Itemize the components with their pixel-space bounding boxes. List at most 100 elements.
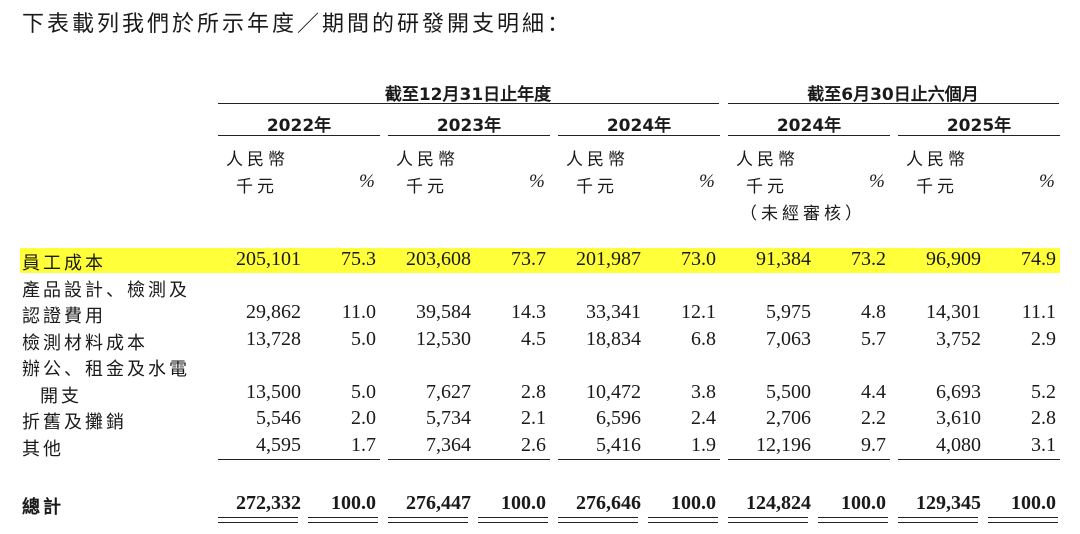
cell-value: 5,975 [766,301,811,323]
cell-value: 5,734 [426,407,471,429]
row-label: 檢測材料成本 [22,332,148,354]
currency-unit: 人民幣 [566,150,629,170]
cell-value: 73.0 [681,248,716,270]
cell-value: 3.1 [1031,433,1056,456]
cell-value: 33,341 [586,301,641,323]
cell-value: 5,500 [766,380,811,403]
year-header: 2023年 [436,116,502,136]
cell-value: 5.0 [351,327,376,350]
cell-value: 2.9 [1031,327,1056,350]
cell-value: 4.4 [861,380,886,403]
cell-value: 2.0 [351,407,376,429]
percent-header: % [699,171,715,192]
double-underline [308,517,378,523]
total-value: 100.0 [671,492,716,514]
total-value: 100.0 [841,492,886,514]
cell-value: 10,472 [586,380,641,403]
cell-value: 5,416 [596,433,641,456]
percent-header: % [869,171,885,192]
cell-value: 74.9 [1021,248,1056,270]
cell-value: 6.8 [691,327,716,350]
cell-value: 1.9 [691,433,716,456]
row-label: 產品設計、檢測及 [22,279,190,301]
subtotal-rule [558,459,720,460]
cell-value: 6,693 [936,380,981,403]
cell-value: 18,834 [586,327,641,350]
cell-value: 96,909 [926,248,981,270]
double-underline [988,517,1058,523]
cell-value: 205,101 [236,248,301,270]
cell-value: 1.7 [351,433,376,456]
cell-value: 2.8 [521,380,546,403]
currency-unit: 人民幣 [226,150,289,170]
unaudited-note: （未經審核） [740,204,866,224]
cell-value: 13,728 [246,327,301,350]
cell-value: 7,364 [426,433,471,456]
total-value: 124,824 [746,492,811,514]
row-label: 員工成本 [22,253,106,274]
row-label: 其他 [22,438,64,460]
cell-value: 3,610 [936,407,981,429]
cell-value: 2.4 [691,407,716,429]
cell-value: 4.8 [861,301,886,323]
year-header: 2024年 [776,116,842,136]
cell-value: 2.8 [1031,407,1056,429]
double-underline [558,517,638,523]
year-rule [898,135,1060,136]
thousand-unit: 千元 [236,177,278,197]
double-underline [818,517,888,523]
year-header: 2024年 [606,116,672,136]
currency-unit: 人民幣 [396,150,459,170]
highlight-band [20,248,1060,273]
cell-value: 7,627 [426,380,471,403]
total-value: 100.0 [501,492,546,514]
cell-value: 75.3 [341,248,376,270]
total-label: 總計 [22,497,64,518]
cell-value: 73.2 [851,248,886,270]
subtotal-rule [898,459,1060,460]
cell-value: 73.7 [511,248,546,270]
cell-value: 14.3 [511,301,546,323]
group-header-year-end: 截至12月31日止年度 [384,85,552,105]
cell-value: 14,301 [926,301,981,323]
cell-value: 13,500 [246,380,301,403]
cell-value: 4,080 [936,433,981,456]
row-label: 折舊及攤銷 [22,412,127,433]
double-underline [648,517,718,523]
total-value: 276,447 [406,492,471,514]
currency-unit: 人民幣 [906,150,969,170]
cell-value: 5.0 [351,380,376,403]
year-header: 2022年 [266,116,332,136]
cell-value: 2.1 [521,407,546,429]
double-underline [218,517,298,523]
total-value: 276,646 [576,492,641,514]
cell-value: 5,546 [256,407,301,429]
total-value: 100.0 [1011,492,1056,514]
thousand-unit: 千元 [576,177,618,197]
cell-value: 2.6 [521,433,546,456]
subtotal-rule [728,459,890,460]
cell-value: 5.2 [1031,380,1056,403]
cell-value: 11.1 [1021,301,1056,323]
cell-value: 39,584 [416,301,471,323]
cell-value: 29,862 [246,301,301,323]
subtotal-rule [218,459,380,460]
cell-value: 4.5 [521,327,546,350]
thousand-unit: 千元 [746,177,788,197]
row-label: 辦公、租金及水電 [22,359,190,380]
cell-value: 12,196 [756,433,811,456]
cell-value: 3.8 [691,380,716,403]
total-value: 272,332 [236,492,301,514]
cell-value: 2.2 [861,407,886,429]
total-value: 129,345 [916,492,981,514]
year-header: 2025年 [946,116,1012,136]
cell-value: 203,608 [406,248,471,270]
row-label: 開支 [40,385,82,407]
intro-text: 下表載列我們於所示年度／期間的研發開支明細： [22,12,573,37]
cell-value: 5.7 [861,327,886,350]
subtotal-rule [388,459,550,460]
cell-value: 3,752 [936,327,981,350]
year-rule [558,135,720,136]
cell-value: 12.1 [681,301,716,323]
double-underline [388,517,468,523]
